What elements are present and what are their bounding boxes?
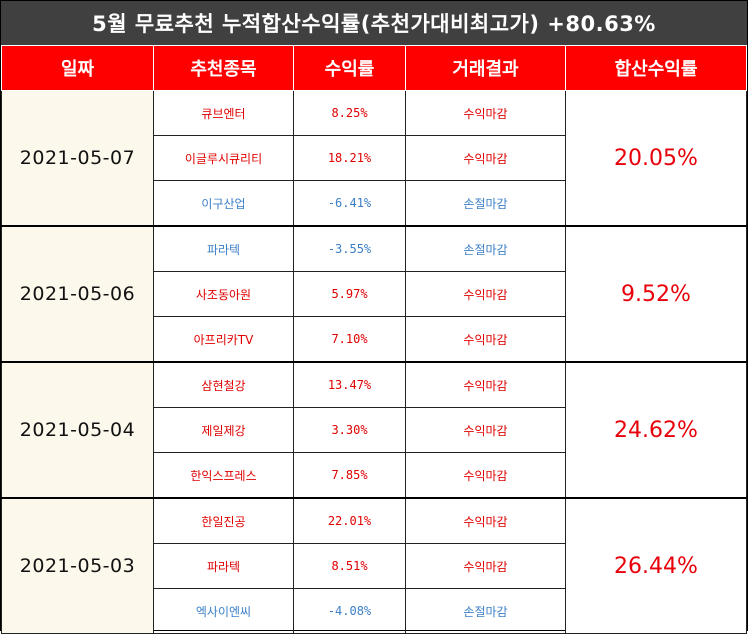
table-row: 제일제강 3.30% 수익마감 (2, 407, 747, 453)
rate-cell: -3.55% (293, 225, 406, 272)
header-result: 거래결과 (405, 46, 566, 91)
date-cell: 2021-05-04 (1, 361, 154, 499)
rate-cell: 8.25% (293, 90, 406, 136)
rate-cell: -6.41% (293, 180, 406, 227)
rate-cell: 5.97% (293, 271, 406, 317)
result-cell: 수익마감 (405, 361, 566, 408)
header-total: 합산수익률 (565, 46, 747, 91)
result-cell: 손절마감 (405, 588, 566, 634)
table-row: 엑사이엔씨 -4.08% 손절마감 (2, 588, 747, 634)
stock-name-cell: 삼현철강 (153, 361, 294, 408)
date-cell: 2021-05-07 (1, 90, 154, 227)
table-row: 이구산업 -6.41% 손절마감 (2, 180, 747, 227)
stock-name-cell: 엑사이엔씨 (153, 588, 294, 634)
result-cell: 수익마감 (405, 497, 566, 544)
table-row: 한익스프레스 7.85% 수익마감 (2, 452, 747, 499)
stock-name-cell: 아프리카TV (153, 316, 294, 363)
rate-cell: 13.47% (293, 361, 406, 408)
result-cell: 수익마감 (405, 90, 566, 136)
table-row: 2021-05-06 파라텍 -3.55% 손절마감 9.52% (1, 225, 747, 363)
header-stock: 추천종목 (153, 46, 294, 91)
header-rate: 수익률 (293, 46, 406, 91)
table-row: 아프리카TV 7.10% 수익마감 (2, 316, 747, 363)
result-cell: 수익마감 (405, 271, 566, 317)
stock-name-cell: 파라텍 (153, 543, 294, 589)
stock-name-cell: 파라텍 (153, 225, 294, 272)
rate-cell: 8.51% (293, 543, 406, 589)
table-row: 2021-05-03 한일진공 22.01% 수익마감 26.44% (1, 497, 747, 634)
table-row: 2021-05-07 큐브엔터 8.25% 수익마감 20.05% (1, 90, 747, 227)
table-row: 이글루시큐리티 18.21% 수익마감 (2, 135, 747, 181)
stock-name-cell: 제일제강 (153, 407, 294, 453)
stock-name-cell: 사조동아원 (153, 271, 294, 317)
stock-name-cell: 이글루시큐리티 (153, 135, 294, 181)
rate-cell: 7.85% (293, 452, 406, 499)
rate-cell: -4.08% (293, 588, 406, 634)
total-rate-cell: 26.44% (565, 497, 747, 634)
header-date: 일짜 (1, 46, 154, 91)
rate-cell: 22.01% (293, 497, 406, 544)
table-row: 파라텍 8.51% 수익마감 (2, 543, 747, 589)
result-cell: 수익마감 (405, 135, 566, 181)
header-row: 일짜 추천종목 수익률 거래결과 합산수익률 (1, 46, 747, 91)
recommendation-table: 일짜 추천종목 수익률 거래결과 합산수익률 2021-05-07 큐브엔터 8.2… (1, 46, 747, 634)
stock-name-cell: 한익스프레스 (153, 452, 294, 499)
rate-cell: 3.30% (293, 407, 406, 453)
rate-cell: 7.10% (293, 316, 406, 363)
table-body: 2021-05-07 큐브엔터 8.25% 수익마감 20.05% 이글루시큐리티 18.2… (1, 90, 747, 634)
result-cell: 수익마감 (405, 543, 566, 589)
result-cell: 수익마감 (405, 316, 566, 363)
date-cell: 2021-05-06 (1, 225, 154, 363)
table-row: 2021-05-04 삼현철강 13.47% 수익마감 24.62% (1, 361, 747, 499)
stock-name-cell: 이구산업 (153, 180, 294, 227)
total-rate-cell: 24.62% (565, 361, 747, 499)
result-cell: 손절마감 (405, 225, 566, 272)
total-rate-cell: 9.52% (565, 225, 747, 363)
stock-name-cell: 한일진공 (153, 497, 294, 544)
date-cell: 2021-05-03 (1, 497, 154, 634)
stock-name-cell: 큐브엔터 (153, 90, 294, 136)
page-title: 5월 무료추천 누적합산수익률(추천가대비최고가) +80.63% (1, 1, 747, 45)
rate-cell: 18.21% (293, 135, 406, 181)
total-rate-cell: 20.05% (565, 90, 747, 227)
table-row: 사조동아원 5.97% 수익마감 (2, 271, 747, 317)
result-cell: 손절마감 (405, 180, 566, 227)
result-cell: 수익마감 (405, 407, 566, 453)
result-cell: 수익마감 (405, 452, 566, 499)
